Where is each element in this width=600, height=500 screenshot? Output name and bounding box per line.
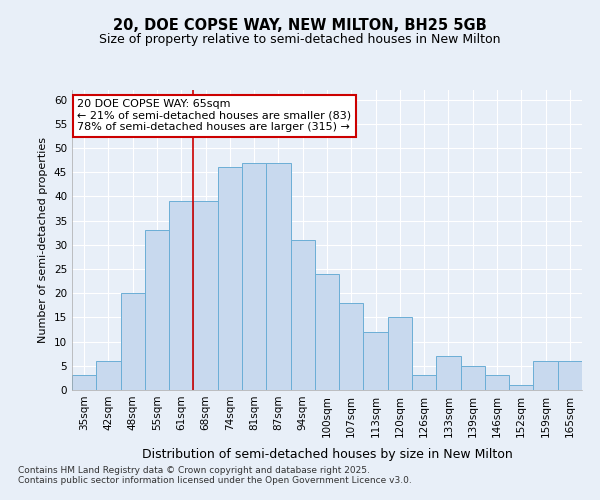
Bar [412,376,436,390]
Bar [436,356,461,390]
Bar [364,332,388,390]
Bar [72,376,96,390]
Bar [121,293,145,390]
X-axis label: Distribution of semi-detached houses by size in New Milton: Distribution of semi-detached houses by … [142,448,512,461]
Bar [388,318,412,390]
Text: Contains HM Land Registry data © Crown copyright and database right 2025.
Contai: Contains HM Land Registry data © Crown c… [18,466,412,485]
Text: Size of property relative to semi-detached houses in New Milton: Size of property relative to semi-detach… [99,32,501,46]
Bar [218,168,242,390]
Bar [242,162,266,390]
Bar [266,162,290,390]
Text: 20, DOE COPSE WAY, NEW MILTON, BH25 5GB: 20, DOE COPSE WAY, NEW MILTON, BH25 5GB [113,18,487,32]
Bar [290,240,315,390]
Bar [509,385,533,390]
Bar [145,230,169,390]
Bar [315,274,339,390]
Bar [485,376,509,390]
Bar [193,202,218,390]
Bar [461,366,485,390]
Y-axis label: Number of semi-detached properties: Number of semi-detached properties [38,137,49,343]
Text: 20 DOE COPSE WAY: 65sqm
← 21% of semi-detached houses are smaller (83)
78% of se: 20 DOE COPSE WAY: 65sqm ← 21% of semi-de… [77,99,351,132]
Bar [533,361,558,390]
Bar [558,361,582,390]
Bar [169,202,193,390]
Bar [339,303,364,390]
Bar [96,361,121,390]
